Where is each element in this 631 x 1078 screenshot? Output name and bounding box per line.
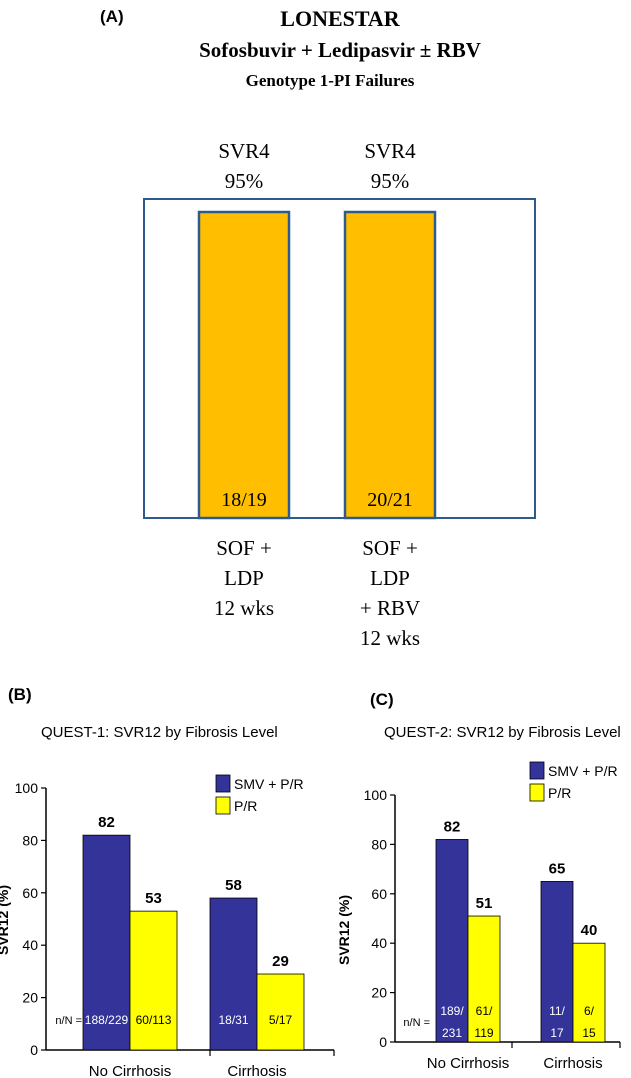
value-label: 29 — [272, 953, 289, 970]
value-label: 65 — [549, 860, 566, 877]
panel-c-label: (C) — [370, 690, 394, 709]
panel-b-chart: 0 20 40 60 80 100 SVR12 (%) 82 188/229 58 18/31 53 6… — [0, 774, 335, 1078]
nN-label: 15 — [582, 1026, 596, 1040]
y-tick-label: 20 — [371, 985, 387, 1001]
bar-pr-2 — [572, 942, 606, 1043]
y-tick-label: 0 — [30, 1042, 38, 1058]
nN-label: 60/113 — [136, 1013, 172, 1027]
y-axis-label: SVR12 (%) — [0, 885, 11, 955]
nN-label: 17 — [550, 1026, 564, 1040]
panel-a-subtitle-2: Genotype 1-PI Failures — [246, 71, 415, 90]
nN-row-label: n/N = — [55, 1015, 82, 1027]
bar-label-a-2: 20/21 — [367, 489, 413, 511]
nN-label: 188/229 — [85, 1013, 129, 1027]
bar-smv-1 — [82, 834, 131, 1051]
value-label: 82 — [444, 818, 461, 835]
value-label: 82 — [98, 814, 115, 831]
value-label: 53 — [145, 890, 162, 907]
panel-c-title: QUEST-2: SVR12 by Fibrosis Level — [384, 724, 621, 741]
y-tick-label: 100 — [15, 780, 39, 796]
category-label: No Cirrhosis — [89, 1063, 172, 1078]
nN-label: 61/ — [476, 1004, 493, 1018]
panel-a-title: LONESTAR — [280, 6, 401, 31]
y-tick-label: 100 — [364, 787, 388, 803]
value-label: 40 — [581, 922, 598, 939]
panel-a-label: (A) — [100, 7, 124, 26]
bar-a-2 — [343, 210, 437, 520]
nN-label: 11/ — [549, 1004, 565, 1018]
category-label-a-1: LDP — [224, 566, 264, 590]
category-label-a-1: 12 wks — [214, 596, 274, 620]
value-label: 58 — [225, 877, 242, 894]
nN-label: 5/17 — [269, 1013, 293, 1027]
top-label-a-1: 95% — [225, 169, 264, 193]
legend-label: P/R — [234, 798, 257, 814]
panel-c-chart: 0 20 40 60 80 100 SVR12 (%) 82 189/231 65 11/17 51 6… — [336, 761, 621, 1072]
panel-b-label: (B) — [8, 685, 32, 704]
nN-label: 231 — [442, 1026, 462, 1040]
bar-smv-2 — [209, 897, 258, 1051]
top-label-a-1: SVR4 — [218, 139, 270, 163]
legend-label: SMV + P/R — [548, 763, 618, 779]
nN-label: 18/31 — [218, 1013, 248, 1027]
category-label: Cirrhosis — [227, 1063, 286, 1078]
legend-label: SMV + P/R — [234, 776, 304, 792]
panel-a-subtitle: Sofosbuvir + Ledipasvir ± RBV — [199, 38, 481, 62]
category-label: No Cirrhosis — [427, 1055, 510, 1072]
legend-swatch — [529, 761, 545, 780]
legend-swatch — [215, 774, 231, 793]
legend-swatch — [215, 796, 231, 815]
top-label-a-2: SVR4 — [364, 139, 416, 163]
category-label-a-2: 12 wks — [360, 626, 420, 650]
y-tick-label: 40 — [371, 935, 387, 951]
y-tick-label: 80 — [371, 836, 387, 852]
y-tick-label: 60 — [371, 886, 387, 902]
nN-row-label: n/N = — [403, 1017, 430, 1029]
legend-label: P/R — [548, 785, 571, 801]
y-tick-label: 60 — [22, 885, 38, 901]
bar-smv-1 — [435, 839, 469, 1043]
panel-b-title: QUEST-1: SVR12 by Fibrosis Level — [41, 724, 278, 741]
panel-a-frame — [143, 198, 536, 519]
y-tick-label: 80 — [22, 832, 38, 848]
category-label-a-2: LDP — [370, 566, 410, 590]
category-label: Cirrhosis — [543, 1055, 602, 1072]
nN-label: 119 — [474, 1026, 493, 1040]
nN-label: 6/ — [584, 1004, 595, 1018]
y-tick-label: 0 — [379, 1034, 387, 1050]
value-label: 51 — [476, 895, 493, 912]
panel-a-chart: SVR4 95% 18/19 SOF + LDP 12 wks SVR4 95% 20/21 SO… — [197, 139, 437, 650]
y-tick-label: 40 — [22, 937, 38, 953]
bar-pr-2 — [256, 973, 305, 1051]
category-label-a-1: SOF + — [216, 536, 272, 560]
bar-pr-1 — [467, 915, 501, 1043]
nN-label: 189/ — [440, 1004, 464, 1018]
category-label-a-2: SOF + — [362, 536, 418, 560]
bar-label-a-1: 18/19 — [221, 489, 267, 511]
bar-pr-1 — [129, 910, 178, 1051]
category-label-a-2: + RBV — [360, 596, 420, 620]
bar-a-1 — [197, 210, 291, 520]
legend-swatch — [529, 783, 545, 802]
top-label-a-2: 95% — [371, 169, 410, 193]
y-axis-label: SVR12 (%) — [336, 895, 352, 965]
y-tick-label: 20 — [22, 990, 38, 1006]
